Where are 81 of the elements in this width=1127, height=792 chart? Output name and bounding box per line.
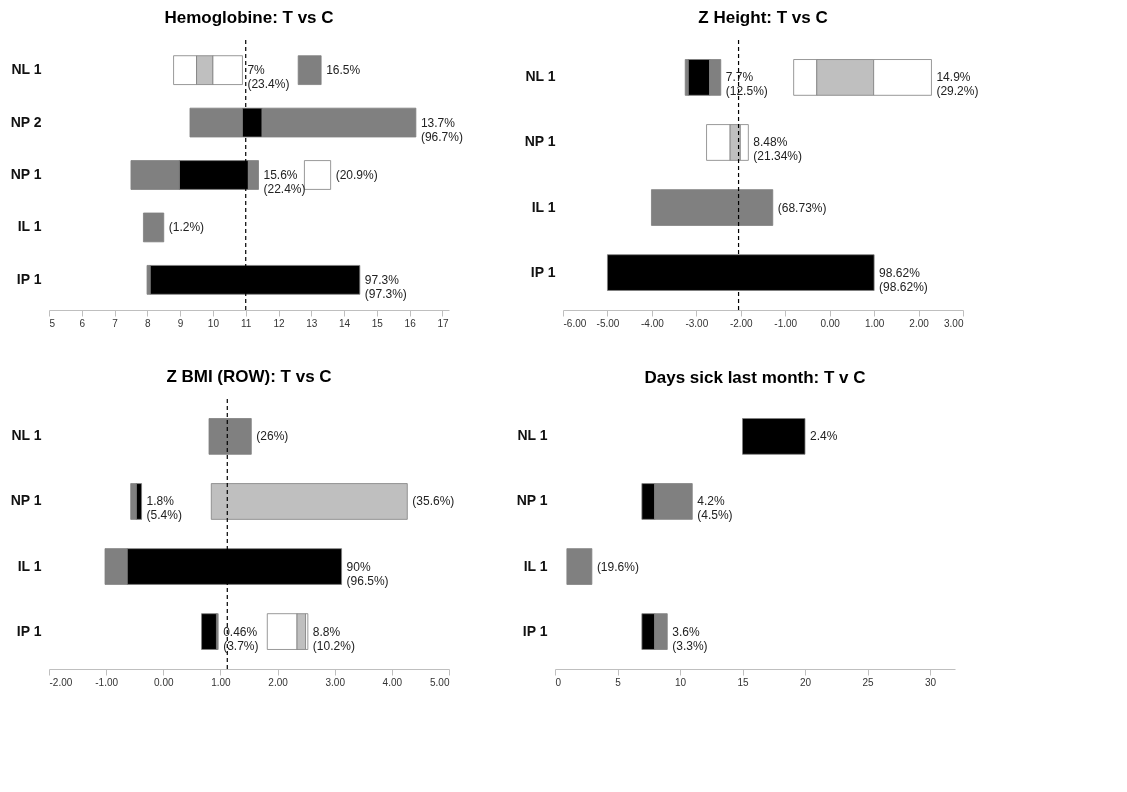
annotation: (35.6%) <box>412 494 455 509</box>
y-tick-label: NP 1 <box>516 492 548 509</box>
x-tick-label: 0 <box>555 676 562 688</box>
y-tick-label: NL 1 <box>525 68 556 85</box>
x-tick-label: 2.00 <box>268 676 289 688</box>
y-tick-label: IP 1 <box>16 270 42 287</box>
x-tick-label: 16 <box>404 317 417 329</box>
y-tick-label: NP 1 <box>10 492 42 509</box>
annotation: 2.4% <box>810 429 838 444</box>
chart-title: Hemoglobine: T vs C <box>164 8 334 28</box>
annotation: (26%) <box>256 429 289 444</box>
x-tick-label: 11 <box>241 317 252 329</box>
y-tick-label: IP 1 <box>530 263 556 280</box>
x-tick-label: 2.00 <box>909 317 930 329</box>
x-tick-label: 25 <box>862 676 874 688</box>
x-tick-label: -1.00 <box>95 676 119 688</box>
x-tick-label: 1.00 <box>864 317 885 329</box>
y-tick-label: IP 1 <box>522 622 548 639</box>
x-tick-label: 1.00 <box>211 676 232 688</box>
x-tick-label: 15 <box>371 317 384 329</box>
y-tick-label: NP 1 <box>10 166 42 182</box>
x-tick-label: 0.00 <box>820 317 841 329</box>
annotation: 97.3% (97.3%) <box>364 272 407 301</box>
x-tick-label: 8 <box>145 317 152 329</box>
x-tick-label: 13 <box>306 317 318 329</box>
annotation: 4.2% (4.5%) <box>697 494 733 523</box>
x-tick-label: -4.00 <box>640 317 665 329</box>
x-tick-label: 17 <box>437 317 449 329</box>
annotation: 0.46% (3.7%) <box>223 624 259 653</box>
annotation: 7% (23.4%) <box>247 63 290 92</box>
x-tick-label: 15 <box>737 676 749 688</box>
x-tick-label: 3.00 <box>944 317 964 329</box>
y-tick-label: NL 1 <box>11 61 42 78</box>
chart-title: Z Height: T vs C <box>698 8 828 28</box>
y-tick-label: NL 1 <box>11 427 42 444</box>
x-tick-label: 0.00 <box>154 676 174 688</box>
x-tick-label: 5 <box>615 676 622 688</box>
annotation: 13.7% (96.7%) <box>420 115 463 144</box>
annotation: (68.73%) <box>777 200 827 215</box>
chart-title: Days sick last month: T v C <box>644 368 866 387</box>
x-tick-label: 10 <box>674 676 687 688</box>
x-tick-label: -2.00 <box>729 317 754 329</box>
x-tick-label: 3.00 <box>325 676 346 688</box>
y-tick-label: NP 1 <box>524 133 556 150</box>
x-tick-label: 5.00 <box>430 676 450 688</box>
y-tick-label: IL 1 <box>17 218 42 235</box>
annotation: 3.6% (3.3%) <box>672 624 708 653</box>
annotation: 15.6% (22.4%) <box>263 168 306 196</box>
annotation: 16.5% <box>326 63 361 78</box>
annotation: (20.9%) <box>335 168 378 182</box>
annotation: 14.9% (29.2%) <box>936 70 979 99</box>
annotation: 1.8% (5.4%) <box>146 494 182 523</box>
x-tick-label: 6 <box>79 317 86 329</box>
annotation: (1.2%) <box>168 220 205 235</box>
x-tick-label: 4.00 <box>382 676 403 688</box>
x-tick-label: -5.00 <box>596 317 620 329</box>
y-tick-label: IL 1 <box>523 557 548 574</box>
x-tick-label: -1.00 <box>774 317 798 329</box>
x-tick-label: 10 <box>207 317 220 329</box>
annotation: 7.7% (12.5%) <box>725 70 768 99</box>
x-tick-label: -6.00 <box>563 317 587 329</box>
chart-title: Z BMI (ROW): T vs C <box>166 367 332 387</box>
x-tick-label: -2.00 <box>49 676 73 688</box>
y-tick-label: IL 1 <box>531 198 556 215</box>
x-tick-label: 20 <box>799 676 812 688</box>
y-tick-label: NL 1 <box>517 427 548 444</box>
x-tick-label: 7 <box>112 317 119 329</box>
annotation: (19.6%) <box>596 559 639 574</box>
y-tick-label: IP 1 <box>16 622 42 639</box>
annotation: 8.8% (10.2%) <box>312 624 355 653</box>
x-tick-label: 9 <box>177 317 184 329</box>
x-tick-label: 14 <box>339 317 351 329</box>
annotation: 90% (96.5%) <box>346 559 389 588</box>
annotation: 98.62% (98.62%) <box>879 265 928 294</box>
y-tick-label: IL 1 <box>17 557 42 574</box>
x-tick-label: 12 <box>273 317 286 329</box>
y-tick-label: NP 2 <box>10 113 42 130</box>
x-tick-label: 5 <box>49 317 56 329</box>
x-tick-label: 30 <box>924 676 937 688</box>
annotation: 8.48% (21.34%) <box>753 135 803 164</box>
x-tick-label: -3.00 <box>685 317 709 329</box>
